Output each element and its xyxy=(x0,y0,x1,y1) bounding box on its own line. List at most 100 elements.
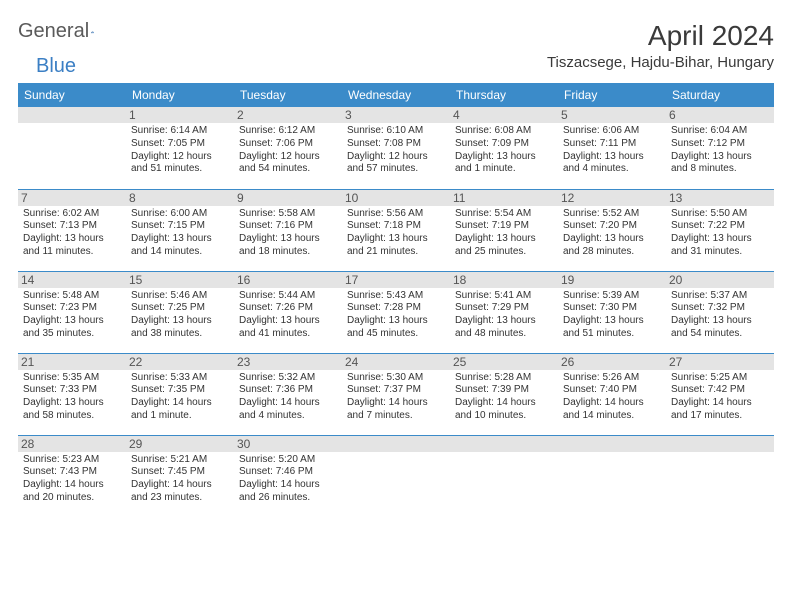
day-details: Sunrise: 5:58 AMSunset: 7:16 PMDaylight:… xyxy=(239,208,337,259)
day-detail-line: Sunset: 7:40 PM xyxy=(563,384,661,397)
day-details: Sunrise: 5:52 AMSunset: 7:20 PMDaylight:… xyxy=(563,208,661,259)
day-detail-line: Sunrise: 5:58 AM xyxy=(239,208,337,221)
day-number: 1 xyxy=(126,107,234,123)
day-number: 10 xyxy=(342,190,450,206)
day-detail-line: Daylight: 14 hours and 1 minute. xyxy=(131,397,229,423)
day-detail-line: Sunset: 7:23 PM xyxy=(23,302,121,315)
calendar-table: SundayMondayTuesdayWednesdayThursdayFrid… xyxy=(18,83,774,517)
month-title: April 2024 xyxy=(547,20,774,52)
day-number xyxy=(18,107,126,123)
calendar-day-cell: 27 Sunrise: 5:25 AMSunset: 7:42 PMDayligh… xyxy=(666,353,774,435)
day-details: Sunrise: 5:43 AMSunset: 7:28 PMDaylight:… xyxy=(347,290,445,341)
day-detail-line: Sunrise: 5:54 AM xyxy=(455,208,553,221)
title-block: April 2024 Tiszacsege, Hajdu-Bihar, Hung… xyxy=(547,20,774,71)
day-number: 26 xyxy=(558,354,666,370)
day-detail-line: Sunset: 7:39 PM xyxy=(455,384,553,397)
day-detail-line: Sunset: 7:19 PM xyxy=(455,220,553,233)
day-number: 19 xyxy=(558,272,666,288)
day-detail-line: Sunrise: 5:32 AM xyxy=(239,372,337,385)
day-number: 4 xyxy=(450,107,558,123)
calendar-day-cell: 26 Sunrise: 5:26 AMSunset: 7:40 PMDayligh… xyxy=(558,353,666,435)
day-details: Sunrise: 5:39 AMSunset: 7:30 PMDaylight:… xyxy=(563,290,661,341)
day-details: Sunrise: 5:50 AMSunset: 7:22 PMDaylight:… xyxy=(671,208,769,259)
day-number: 30 xyxy=(234,436,342,452)
day-detail-line: Daylight: 13 hours and 58 minutes. xyxy=(23,397,121,423)
day-details: Sunrise: 5:26 AMSunset: 7:40 PMDaylight:… xyxy=(563,372,661,423)
day-detail-line: Daylight: 13 hours and 35 minutes. xyxy=(23,315,121,341)
day-details: Sunrise: 5:46 AMSunset: 7:25 PMDaylight:… xyxy=(131,290,229,341)
day-number: 12 xyxy=(558,190,666,206)
day-number xyxy=(558,436,666,452)
day-detail-line: Sunrise: 5:43 AM xyxy=(347,290,445,303)
day-details: Sunrise: 5:32 AMSunset: 7:36 PMDaylight:… xyxy=(239,372,337,423)
day-detail-line: Sunrise: 5:37 AM xyxy=(671,290,769,303)
calendar-day-cell: 30Sunrise: 5:20 AMSunset: 7:46 PMDayligh… xyxy=(234,435,342,517)
day-detail-line: Sunrise: 5:50 AM xyxy=(671,208,769,221)
day-number xyxy=(450,436,558,452)
day-detail-line: Sunrise: 6:12 AM xyxy=(239,125,337,138)
day-number: 27 xyxy=(666,354,774,370)
day-detail-line: Sunset: 7:25 PM xyxy=(131,302,229,315)
day-detail-line: Daylight: 13 hours and 25 minutes. xyxy=(455,233,553,259)
day-details: Sunrise: 5:44 AMSunset: 7:26 PMDaylight:… xyxy=(239,290,337,341)
day-detail-line: Sunset: 7:45 PM xyxy=(131,466,229,479)
day-detail-line: Sunrise: 6:08 AM xyxy=(455,125,553,138)
day-detail-line: Sunset: 7:28 PM xyxy=(347,302,445,315)
day-details: Sunrise: 5:35 AMSunset: 7:33 PMDaylight:… xyxy=(23,372,121,423)
day-detail-line: Sunset: 7:29 PM xyxy=(455,302,553,315)
day-details: Sunrise: 5:25 AMSunset: 7:42 PMDaylight:… xyxy=(671,372,769,423)
day-detail-line: Daylight: 12 hours and 54 minutes. xyxy=(239,151,337,177)
day-detail-line: Sunset: 7:08 PM xyxy=(347,138,445,151)
day-header: Sunday xyxy=(18,83,126,107)
day-number xyxy=(666,436,774,452)
day-number: 11 xyxy=(450,190,558,206)
calendar-day-cell: 21Sunrise: 5:35 AMSunset: 7:33 PMDayligh… xyxy=(18,353,126,435)
day-detail-line: Daylight: 12 hours and 57 minutes. xyxy=(347,151,445,177)
day-detail-line: Daylight: 13 hours and 1 minute. xyxy=(455,151,553,177)
day-detail-line: Daylight: 14 hours and 14 minutes. xyxy=(563,397,661,423)
day-number: 17 xyxy=(342,272,450,288)
day-detail-line: Sunrise: 5:56 AM xyxy=(347,208,445,221)
day-detail-line: Daylight: 13 hours and 48 minutes. xyxy=(455,315,553,341)
day-detail-line: Sunrise: 5:30 AM xyxy=(347,372,445,385)
calendar-header-row: SundayMondayTuesdayWednesdayThursdayFrid… xyxy=(18,83,774,107)
day-details: Sunrise: 6:02 AMSunset: 7:13 PMDaylight:… xyxy=(23,208,121,259)
day-detail-line: Daylight: 14 hours and 7 minutes. xyxy=(347,397,445,423)
calendar-day-cell: 2Sunrise: 6:12 AMSunset: 7:06 PMDaylight… xyxy=(234,107,342,189)
brand-logo: General xyxy=(18,20,111,43)
calendar-day-cell: 8Sunrise: 6:00 AMSunset: 7:15 PMDaylight… xyxy=(126,189,234,271)
brand-text-blue: Blue xyxy=(36,55,76,78)
calendar-day-cell: 6Sunrise: 6:04 AMSunset: 7:12 PMDaylight… xyxy=(666,107,774,189)
day-details: Sunrise: 6:10 AMSunset: 7:08 PMDaylight:… xyxy=(347,125,445,176)
day-detail-line: Daylight: 13 hours and 38 minutes. xyxy=(131,315,229,341)
day-detail-line: Daylight: 14 hours and 17 minutes. xyxy=(671,397,769,423)
calendar-day-cell: 14Sunrise: 5:48 AMSunset: 7:23 PMDayligh… xyxy=(18,271,126,353)
day-details: Sunrise: 6:12 AMSunset: 7:06 PMDaylight:… xyxy=(239,125,337,176)
calendar-day-cell: 9Sunrise: 5:58 AMSunset: 7:16 PMDaylight… xyxy=(234,189,342,271)
day-details: Sunrise: 5:28 AMSunset: 7:39 PMDaylight:… xyxy=(455,372,553,423)
day-detail-line: Sunset: 7:09 PM xyxy=(455,138,553,151)
day-header: Saturday xyxy=(666,83,774,107)
day-number: 24 xyxy=(342,354,450,370)
calendar-day-cell: 23Sunrise: 5:32 AMSunset: 7:36 PMDayligh… xyxy=(234,353,342,435)
day-detail-line: Sunrise: 6:06 AM xyxy=(563,125,661,138)
day-detail-line: Sunrise: 6:02 AM xyxy=(23,208,121,221)
day-detail-line: Sunset: 7:06 PM xyxy=(239,138,337,151)
day-detail-line: Sunset: 7:15 PM xyxy=(131,220,229,233)
calendar-day-cell xyxy=(666,435,774,517)
calendar-day-cell xyxy=(18,107,126,189)
calendar-day-cell: 29Sunrise: 5:21 AMSunset: 7:45 PMDayligh… xyxy=(126,435,234,517)
day-detail-line: Sunrise: 5:48 AM xyxy=(23,290,121,303)
day-number: 22 xyxy=(126,354,234,370)
day-detail-line: Daylight: 14 hours and 26 minutes. xyxy=(239,479,337,505)
day-detail-line: Sunrise: 5:46 AM xyxy=(131,290,229,303)
day-detail-line: Sunrise: 6:04 AM xyxy=(671,125,769,138)
day-detail-line: Daylight: 12 hours and 51 minutes. xyxy=(131,151,229,177)
day-detail-line: Daylight: 14 hours and 23 minutes. xyxy=(131,479,229,505)
day-detail-line: Daylight: 13 hours and 54 minutes. xyxy=(671,315,769,341)
day-number: 29 xyxy=(126,436,234,452)
day-detail-line: Daylight: 14 hours and 10 minutes. xyxy=(455,397,553,423)
day-details: Sunrise: 5:54 AMSunset: 7:19 PMDaylight:… xyxy=(455,208,553,259)
day-detail-line: Sunset: 7:11 PM xyxy=(563,138,661,151)
day-detail-line: Sunrise: 6:00 AM xyxy=(131,208,229,221)
